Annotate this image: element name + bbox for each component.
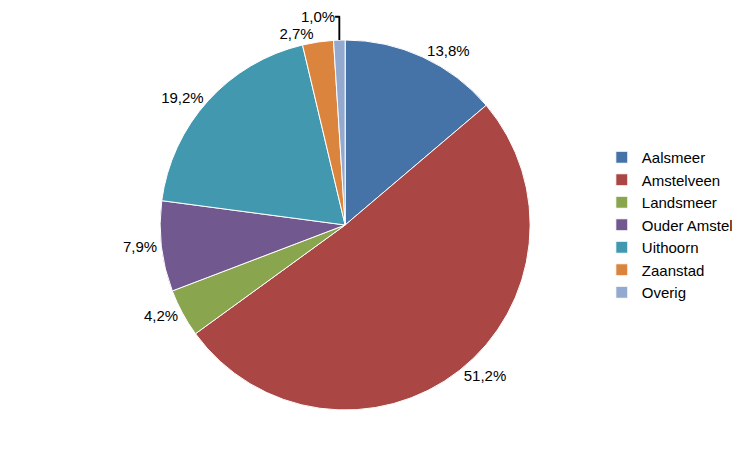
svg-text:13,8%: 13,8%: [427, 42, 470, 59]
svg-text:Amstelveen: Amstelveen: [642, 172, 720, 189]
svg-text:Ouder Amstel: Ouder Amstel: [642, 217, 733, 234]
svg-text:51,2%: 51,2%: [464, 367, 507, 384]
svg-text:Uithoorn: Uithoorn: [642, 239, 699, 256]
svg-text:Aalsmeer: Aalsmeer: [642, 149, 705, 166]
svg-text:4,2%: 4,2%: [144, 307, 178, 324]
svg-text:19,2%: 19,2%: [161, 89, 204, 106]
svg-text:Overig: Overig: [642, 284, 686, 301]
svg-text:Landsmeer: Landsmeer: [642, 194, 717, 211]
svg-text:1,0%: 1,0%: [301, 8, 335, 25]
svg-text:2,7%: 2,7%: [279, 25, 313, 42]
svg-text:7,9%: 7,9%: [123, 238, 157, 255]
svg-text:Zaanstad: Zaanstad: [642, 262, 705, 279]
